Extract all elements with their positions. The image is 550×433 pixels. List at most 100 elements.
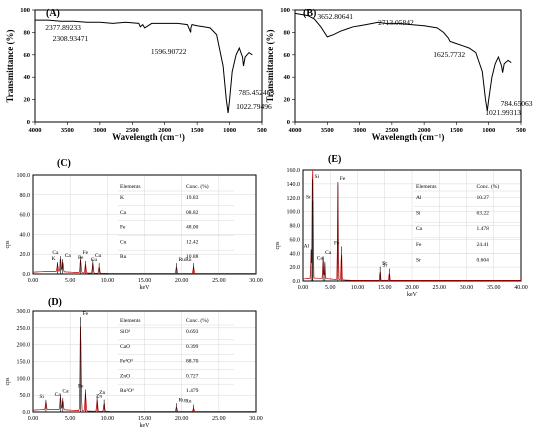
y-tick-label: 40	[284, 74, 291, 81]
table-cell: Al	[416, 195, 422, 201]
y-tick-label: 0.0	[23, 410, 31, 416]
peak-label: Cu	[95, 253, 102, 259]
peak-label: Ca	[52, 250, 59, 256]
table-cell: Fe	[416, 242, 422, 248]
x-tick-label: 3500	[61, 127, 74, 134]
y-tick-label: 60.0	[20, 213, 31, 219]
x-axis-label: keV	[407, 292, 418, 298]
plot-frame	[294, 9, 522, 123]
spectrum-line	[32, 258, 256, 274]
x-tick-label: 15.00	[138, 416, 152, 422]
x-tick-label: 10.00	[101, 278, 115, 284]
concentration-table: Elements Conc. (%) Al 10.27 Si 63.22 Ca 1.478 Fe…	[414, 183, 520, 263]
panel-label: (A)	[46, 8, 60, 19]
peak-annotation: 1022.79496	[236, 102, 272, 111]
x-tick-label: 500	[516, 127, 526, 134]
x-tick-label: 500	[257, 127, 267, 134]
y-tick-label: 0.0	[293, 279, 301, 285]
x-tick-label: 2000	[158, 127, 171, 134]
y-tick-label: 60.0	[290, 237, 301, 243]
peak-annotation: 785.452463	[238, 88, 274, 97]
spectrum-line	[303, 169, 521, 281]
table-cell: Fe²O³	[120, 359, 133, 365]
peak-label: Ca	[325, 250, 332, 256]
x-tick-label: 35.00	[487, 285, 501, 291]
peak-annotation: 2308.93471	[53, 34, 89, 43]
spectrum-line	[294, 12, 512, 111]
x-axis-label: keV	[140, 285, 151, 291]
table-header: Conc. (%)	[186, 183, 209, 190]
peak-label: Al	[304, 243, 310, 249]
peak-label: Fe	[78, 383, 84, 389]
x-tick-label: 25.00	[212, 278, 226, 284]
table-header: Elements	[120, 318, 140, 324]
table-cell: 24.41	[477, 242, 490, 248]
x-tick-label: 2500	[126, 127, 139, 134]
table-cell: 0.399	[186, 344, 199, 350]
plot-frame	[302, 169, 522, 282]
peak-label: Ru	[185, 257, 192, 263]
concentration-table: Elements Conc. (%) K 19.83 Ca 08.82 Fe 48.00 Cu 1…	[118, 183, 234, 260]
table-cell: 63.22	[477, 211, 490, 217]
table-cell: CaO	[120, 344, 130, 350]
y-tick-label: 140.0	[287, 182, 301, 188]
peak-label: Sr	[382, 261, 387, 267]
peak-annotation: 2377.89233	[45, 23, 81, 32]
panel-0: 4000 3500 3000 2500 2000 1500 1000 500 0 20 40 60 80…	[5, 7, 274, 142]
x-tick-label: 30.00	[249, 416, 263, 422]
x-tick-label: 40.00	[514, 285, 528, 291]
x-tick-label: 0.00	[298, 285, 309, 291]
table-header: Conc. (%)	[477, 183, 500, 190]
plot-frame	[34, 9, 263, 123]
y-tick-label: 100.0	[287, 210, 301, 216]
peak-label: Fe	[83, 311, 89, 317]
panel-label: (E)	[328, 154, 341, 165]
y-axis-label: cps	[5, 240, 11, 249]
x-axis-label: Wavelength (cm⁻¹)	[372, 132, 445, 142]
y-tick-label: 100	[280, 7, 290, 14]
y-tick-label: 100	[20, 7, 30, 14]
table-header: Elements	[416, 184, 436, 190]
y-tick-label: 20.0	[290, 265, 301, 271]
x-tick-label: 20.00	[405, 285, 419, 291]
y-tick-label: 0	[27, 119, 30, 126]
table-cell: Ca	[120, 210, 127, 216]
peak-label: Ca	[62, 389, 69, 395]
y-tick-label: 50.0	[20, 393, 31, 399]
table-cell: 1.479	[186, 388, 199, 394]
x-tick-label: 2000	[418, 127, 431, 134]
panel-1: 4000 3500 3000 2500 2000 1500 1000 500 0 20 40 60 80…	[265, 7, 533, 142]
peak-label: Ru	[178, 257, 185, 263]
x-tick-label: 3000	[353, 127, 366, 134]
y-tick-label: 20.0	[20, 252, 31, 258]
peak-label: Ru	[178, 397, 185, 403]
panel-label: (C)	[57, 158, 71, 169]
peak-annotation: 1596.90722	[151, 47, 187, 56]
peak-annotation: 3652.80641	[317, 12, 353, 21]
peak-label: Fe	[334, 240, 340, 246]
table-cell: 08.82	[186, 210, 199, 216]
peak-label: K	[52, 256, 56, 262]
x-tick-label: 15.00	[378, 285, 392, 291]
x-tick-label: 10.00	[101, 416, 115, 422]
y-tick-label: 60	[284, 52, 291, 59]
plot-frame	[32, 310, 257, 413]
x-tick-label: 10.00	[351, 285, 365, 291]
x-tick-label: 3000	[93, 127, 106, 134]
peak-annotation: 784.65063	[501, 99, 533, 108]
y-tick-label: 100.0	[17, 376, 31, 382]
y-tick-label: 250.0	[17, 326, 31, 332]
x-tick-label: 20.00	[175, 416, 189, 422]
y-tick-label: 40	[24, 74, 31, 81]
y-tick-label: 160.0	[287, 168, 301, 174]
table-cell: Fe	[120, 225, 126, 231]
x-tick-label: 15.00	[138, 278, 152, 284]
y-tick-label: 80.0	[20, 193, 31, 199]
table-cell: 0.693	[186, 329, 199, 335]
x-tick-label: 4000	[289, 127, 302, 134]
x-tick-label: 3500	[321, 127, 334, 134]
y-axis-label: Transmittance (%)	[265, 29, 275, 102]
y-tick-label: 20	[284, 97, 291, 104]
peak-annotation: 1625.7732	[433, 50, 465, 59]
y-tick-label: 60	[24, 52, 31, 59]
